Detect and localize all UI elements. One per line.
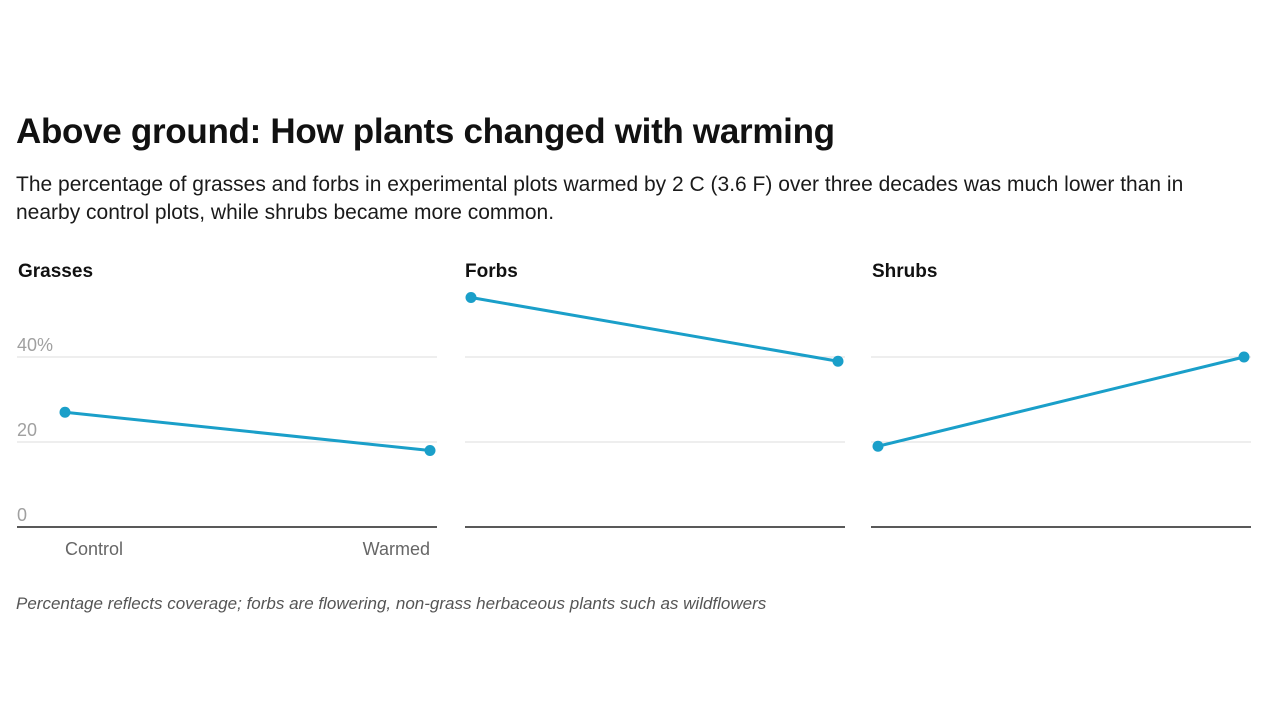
data-point-shrubs-warmed [1238, 351, 1250, 363]
data-point-shrubs-control [872, 440, 884, 452]
x-tick-label-control: Control [65, 539, 123, 559]
data-point-grasses-warmed [424, 445, 436, 456]
data-point-forbs-warmed [832, 355, 844, 367]
chart-subtitle: The percentage of grasses and forbs in e… [16, 173, 1184, 224]
chart-title: Above ground: How plants changed with wa… [16, 112, 835, 151]
y-tick-label-0: 0 [17, 505, 27, 525]
series-line-forbs [469, 296, 840, 363]
series-line-shrubs [876, 355, 1246, 448]
data-point-grasses-control [59, 406, 71, 418]
panel-title-shrubs: Shrubs [872, 261, 938, 282]
panel-title-forbs: Forbs [465, 261, 518, 282]
x-tick-label-warmed: Warmed [363, 539, 430, 559]
panel-title-grasses: Grasses [18, 261, 94, 282]
series-line-grasses [63, 410, 432, 452]
footnote: Percentage reflects coverage; forbs are … [16, 594, 767, 613]
y-tick-label-20: 20 [17, 420, 37, 440]
data-point-forbs-control [465, 292, 477, 303]
y-tick-label-40: 40% [17, 335, 53, 355]
